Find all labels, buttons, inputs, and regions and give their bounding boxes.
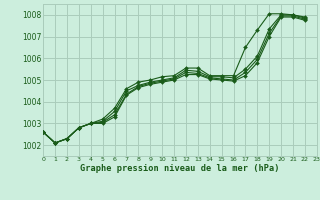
X-axis label: Graphe pression niveau de la mer (hPa): Graphe pression niveau de la mer (hPa): [80, 164, 280, 173]
